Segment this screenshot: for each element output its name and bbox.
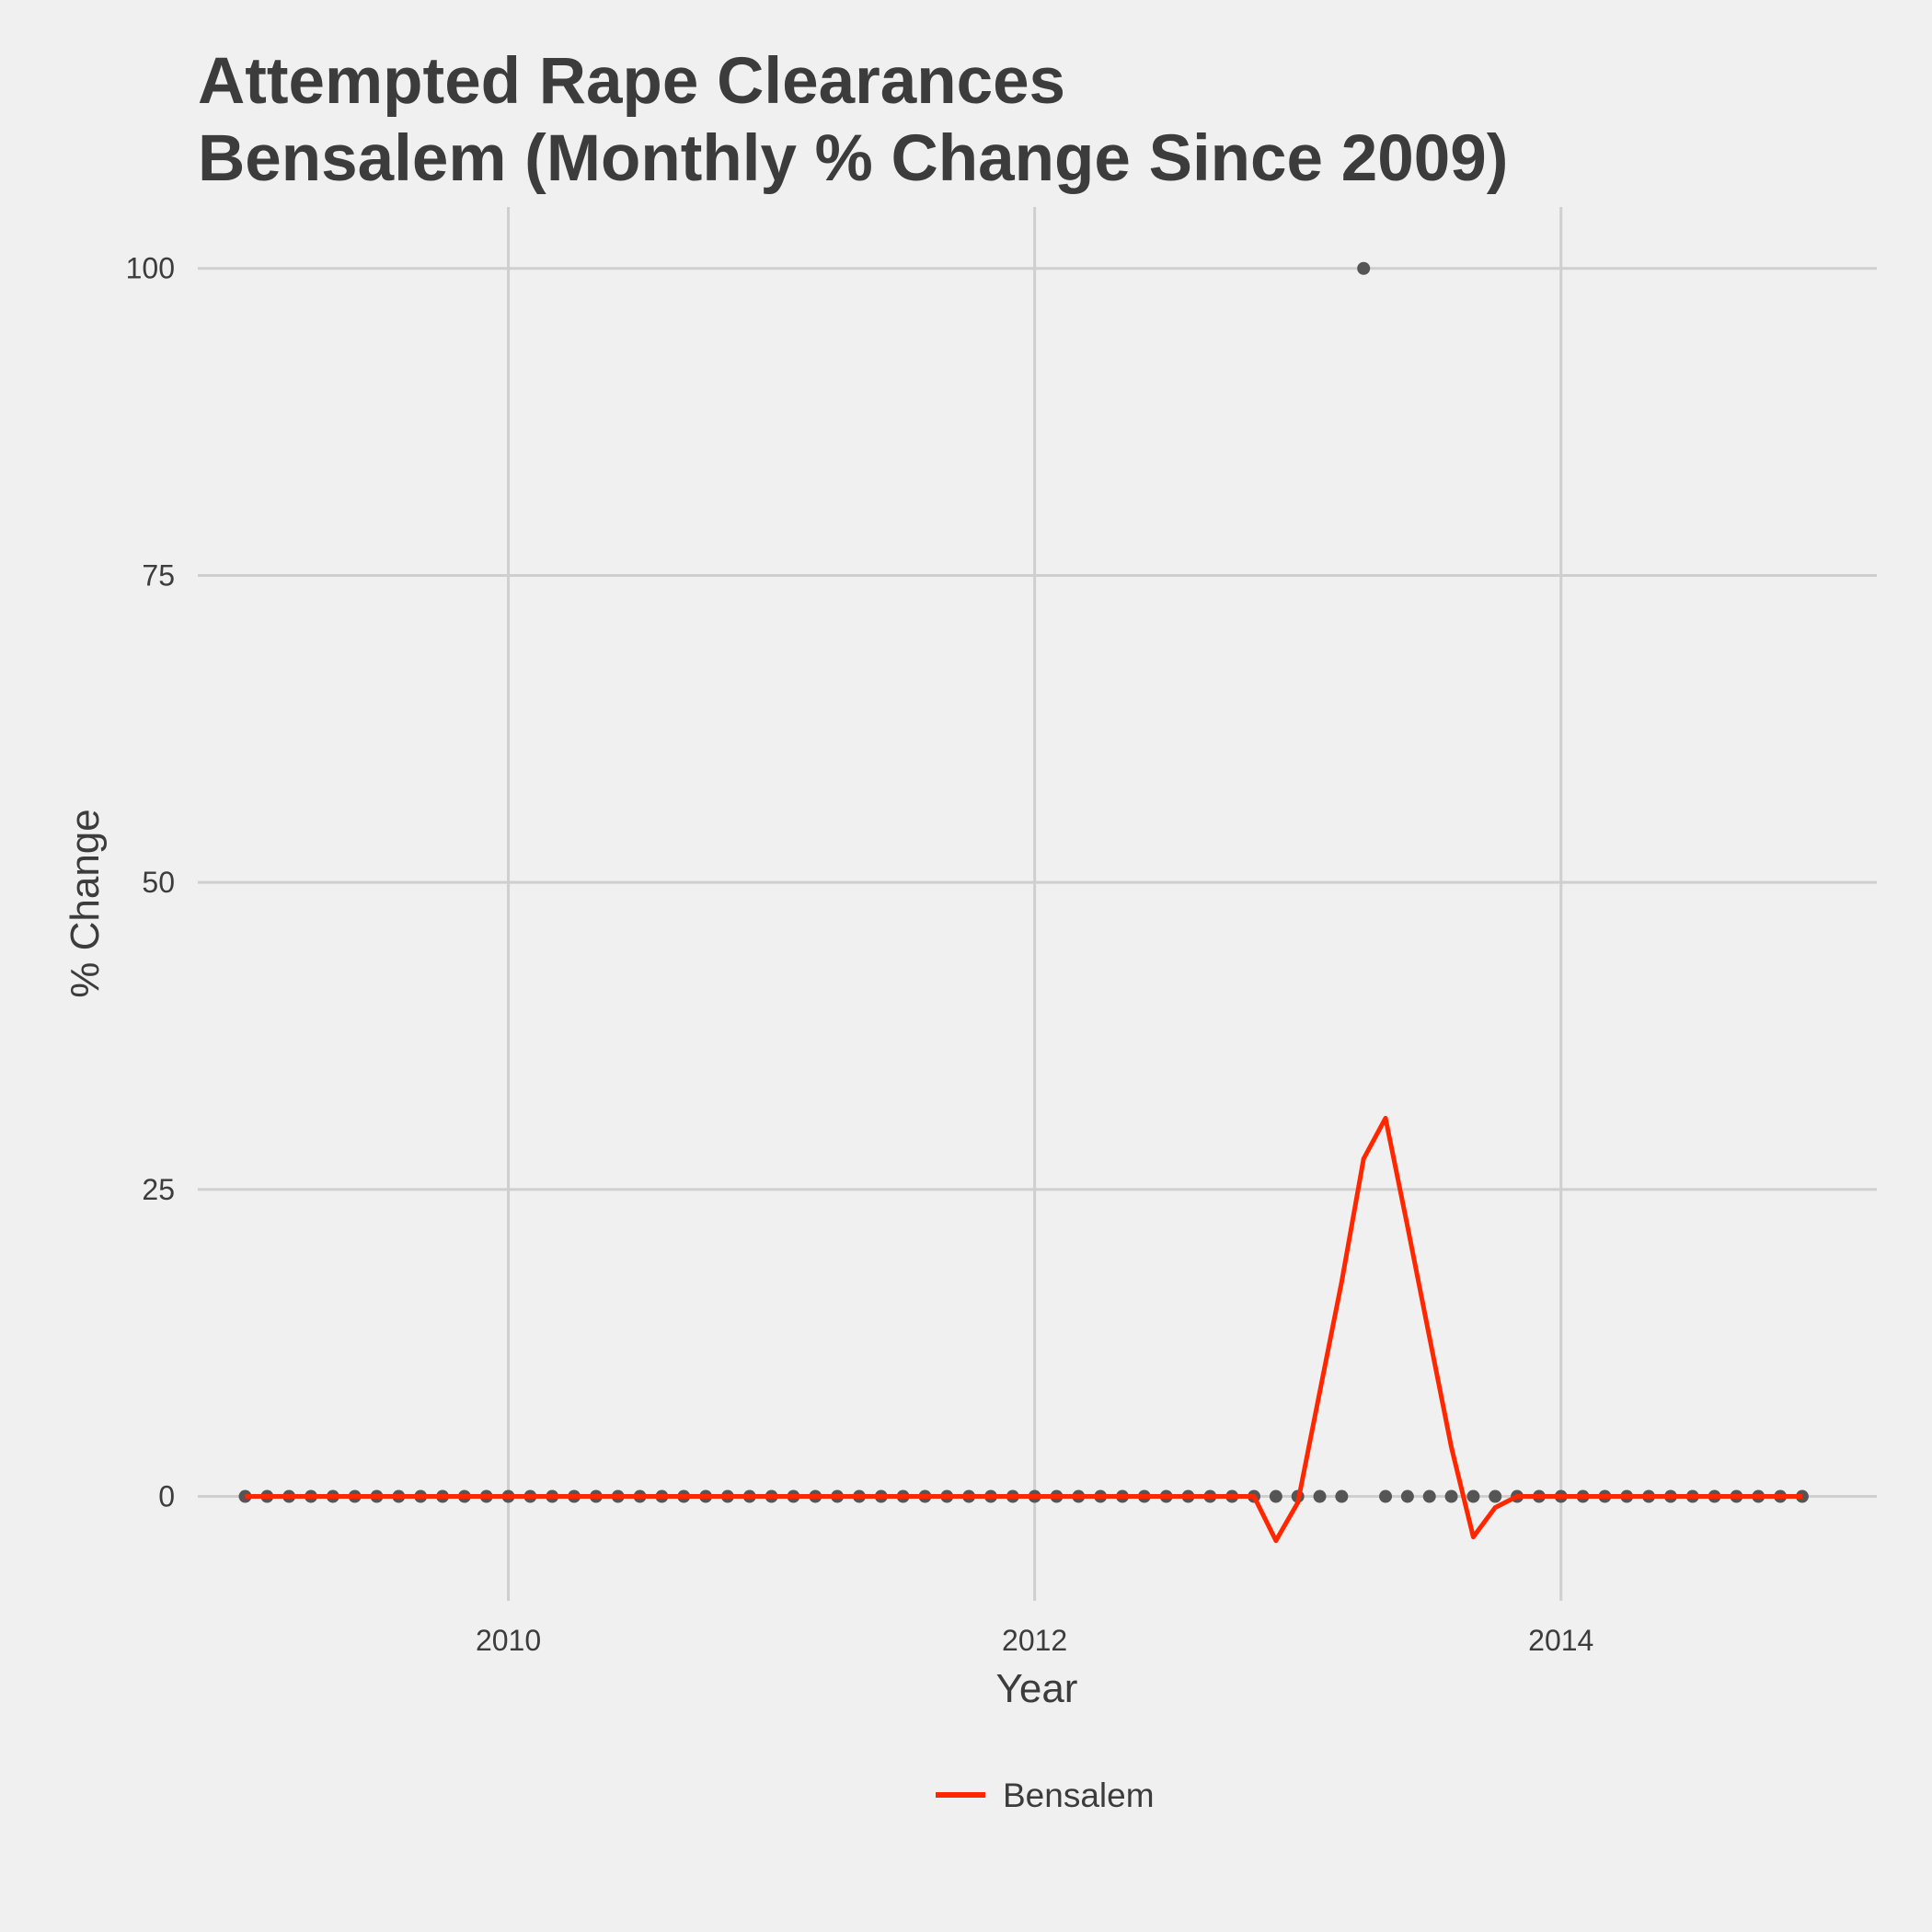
x-axis-ticks: 2010 2012 2014	[476, 1624, 1593, 1657]
y-tick-label: 100	[126, 252, 175, 285]
y-axis-title: % Change	[63, 809, 108, 997]
series-layer	[238, 261, 1809, 1544]
y-axis-ticks: 0 25 50 75 100	[126, 252, 175, 1513]
series-line-bensalem	[245, 1115, 1802, 1544]
chart-title-line-2: Bensalem (Monthly % Change Since 2009)	[198, 122, 1508, 195]
legend-label-bensalem: Bensalem	[1003, 1777, 1155, 1814]
y-tick-label: 0	[158, 1480, 175, 1513]
data-point	[1489, 1489, 1502, 1503]
data-point	[1335, 1489, 1349, 1503]
data-point	[1466, 1489, 1480, 1503]
data-point	[1313, 1489, 1327, 1503]
x-tick-label: 2014	[1528, 1624, 1593, 1657]
x-axis-title: Year	[996, 1666, 1078, 1711]
x-tick-label: 2010	[476, 1624, 541, 1657]
data-point	[1422, 1489, 1436, 1503]
data-point	[1269, 1489, 1282, 1503]
data-point	[238, 1489, 252, 1503]
y-tick-label: 50	[142, 866, 175, 899]
data-point	[1444, 1489, 1458, 1503]
data-point	[1379, 1489, 1393, 1503]
x-tick-label: 2012	[1002, 1624, 1067, 1657]
y-tick-label: 25	[142, 1173, 175, 1206]
y-tick-label: 75	[142, 558, 175, 592]
data-point	[1400, 1489, 1414, 1503]
grid	[198, 207, 1877, 1601]
chart-title-line-1: Attempted Rape Clearances	[198, 45, 1065, 118]
data-point	[1357, 261, 1371, 275]
legend: Bensalem	[936, 1777, 1155, 1814]
